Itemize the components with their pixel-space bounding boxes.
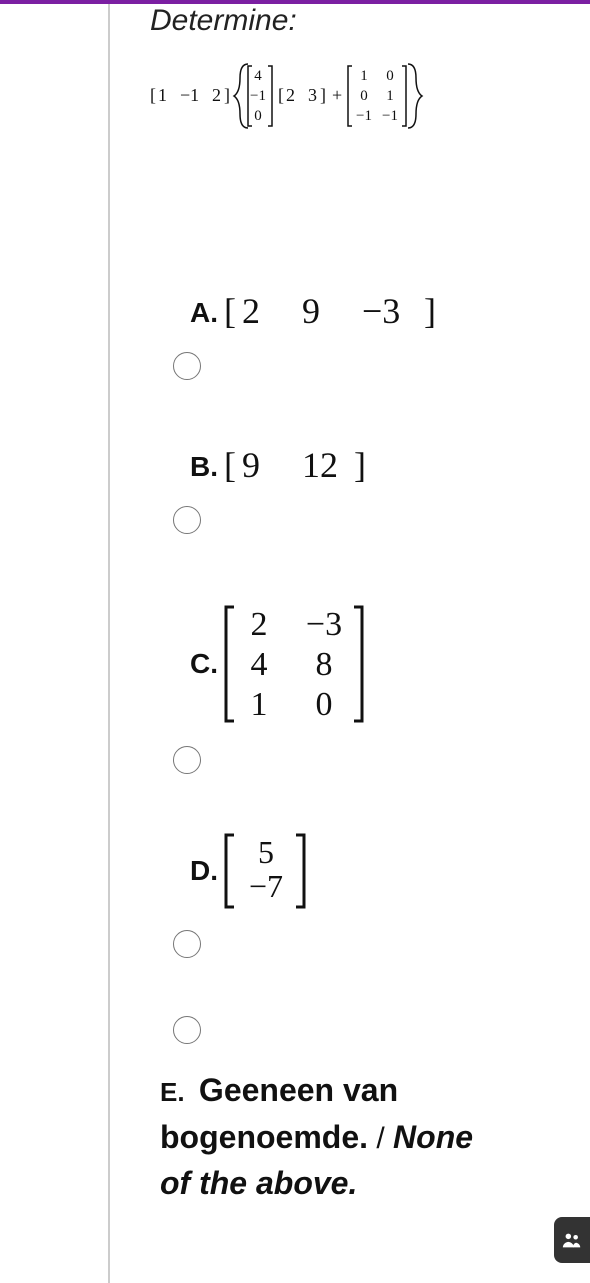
svg-text:−7: −7 bbox=[249, 868, 283, 904]
svg-text:[: [ bbox=[278, 85, 284, 105]
svg-text:2: 2 bbox=[242, 291, 260, 331]
svg-text:−3: −3 bbox=[362, 291, 400, 331]
svg-text:3: 3 bbox=[308, 85, 317, 105]
option-a-matrix: [ 2 9 −3 ] bbox=[224, 291, 474, 335]
left-rail bbox=[0, 4, 110, 1283]
svg-text:0: 0 bbox=[360, 88, 368, 104]
svg-text:[: [ bbox=[224, 445, 236, 485]
option-e-eng2: of the above. bbox=[160, 1165, 357, 1201]
svg-text:]: ] bbox=[320, 85, 326, 105]
svg-text:2: 2 bbox=[251, 606, 268, 643]
svg-text:1: 1 bbox=[158, 85, 167, 105]
svg-text:[: [ bbox=[150, 85, 156, 105]
svg-text:1: 1 bbox=[386, 88, 394, 104]
svg-text:1: 1 bbox=[360, 68, 368, 84]
option-d-radio[interactable] bbox=[173, 930, 201, 958]
prompt-text: Determine: bbox=[150, 4, 580, 38]
svg-text:0: 0 bbox=[386, 68, 394, 84]
svg-text:−1: −1 bbox=[250, 88, 266, 104]
option-e-radio[interactable] bbox=[173, 1016, 201, 1044]
svg-text:]: ] bbox=[424, 291, 436, 331]
svg-text:0: 0 bbox=[316, 686, 333, 723]
svg-text:[: [ bbox=[224, 291, 236, 331]
svg-text:−1: −1 bbox=[356, 108, 372, 124]
people-icon bbox=[561, 1229, 583, 1251]
svg-text:2: 2 bbox=[286, 85, 295, 105]
option-c-radio[interactable] bbox=[173, 746, 201, 774]
option-e: E. Geeneen van bogenoemde. / None of the… bbox=[150, 1013, 580, 1207]
option-e-label: E. bbox=[160, 1077, 185, 1107]
svg-text:−1: −1 bbox=[180, 85, 199, 105]
svg-text:−1: −1 bbox=[382, 108, 398, 124]
option-b-radio[interactable] bbox=[173, 506, 201, 534]
svg-text:1: 1 bbox=[251, 686, 268, 723]
svg-text:12: 12 bbox=[302, 445, 338, 485]
svg-text:9: 9 bbox=[242, 445, 260, 485]
option-a-label: A. bbox=[190, 298, 218, 329]
svg-text:0: 0 bbox=[254, 108, 262, 124]
option-e-sep: / bbox=[376, 1122, 393, 1155]
option-c-matrix: 2 −3 4 8 1 0 bbox=[224, 599, 404, 729]
svg-text:+: + bbox=[332, 85, 342, 105]
svg-text:4: 4 bbox=[254, 68, 262, 84]
option-c: C. 2 −3 4 8 1 0 bbox=[150, 599, 580, 779]
svg-text:9: 9 bbox=[302, 291, 320, 331]
svg-text:4: 4 bbox=[251, 646, 268, 683]
option-e-eng1: None bbox=[393, 1119, 473, 1155]
option-d-matrix: 5 −7 bbox=[224, 829, 334, 913]
svg-text:5: 5 bbox=[258, 834, 274, 870]
option-e-afr1: Geeneen van bbox=[199, 1072, 398, 1108]
help-fab[interactable] bbox=[554, 1217, 590, 1263]
option-c-label: C. bbox=[190, 649, 218, 680]
svg-text:2: 2 bbox=[212, 85, 221, 105]
option-e-afr2: bogenoemde. bbox=[160, 1119, 368, 1155]
option-b: B. [ 9 12 ] bbox=[150, 445, 580, 539]
option-d-label: D. bbox=[190, 856, 218, 887]
svg-text:]: ] bbox=[354, 445, 366, 485]
option-d: D. 5 −7 bbox=[150, 829, 580, 963]
option-b-matrix: [ 9 12 ] bbox=[224, 445, 424, 489]
svg-text:]: ] bbox=[224, 85, 230, 105]
option-a-radio[interactable] bbox=[173, 352, 201, 380]
option-a: A. [ 2 9 −3 ] bbox=[150, 291, 580, 385]
svg-text:−3: −3 bbox=[306, 606, 342, 643]
svg-text:8: 8 bbox=[316, 646, 333, 683]
question-content: Determine: [ 1 −1 2 ] 4 −1 0 [ 2 3 bbox=[110, 4, 590, 1283]
question-formula: [ 1 −1 2 ] 4 −1 0 [ 2 3 ] + bbox=[150, 56, 580, 141]
option-b-label: B. bbox=[190, 452, 218, 483]
